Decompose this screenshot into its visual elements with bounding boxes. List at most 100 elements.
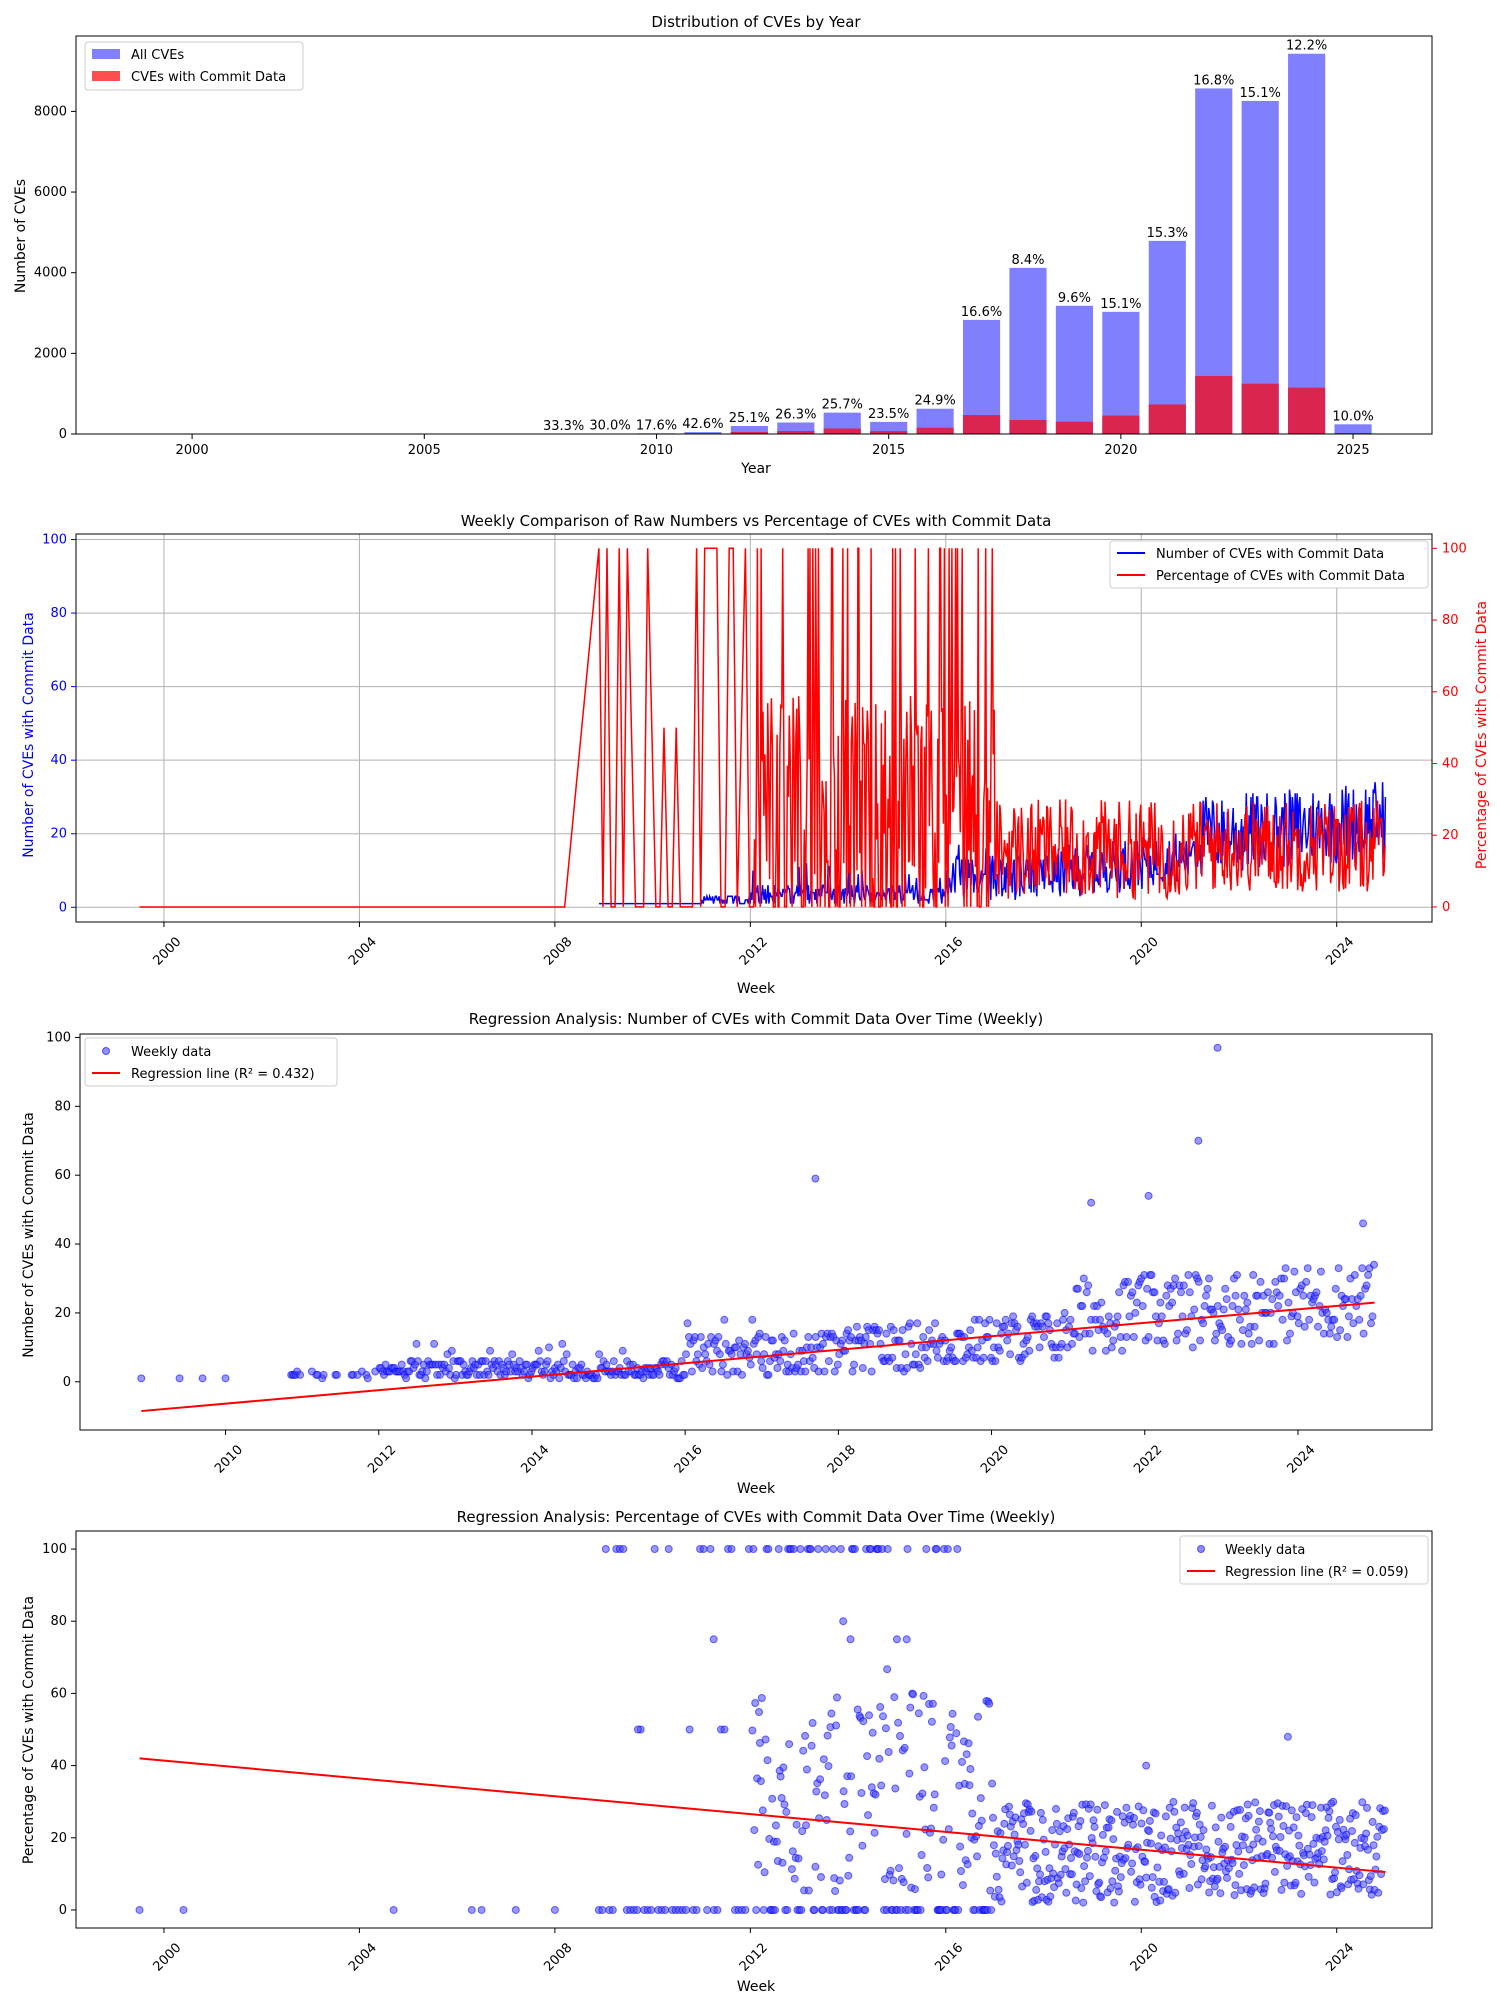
data-point bbox=[421, 1374, 430, 1383]
data-point bbox=[1168, 1298, 1177, 1307]
bar-commit-data bbox=[1102, 415, 1140, 434]
data-point bbox=[760, 1868, 769, 1877]
data-point bbox=[1362, 1281, 1371, 1290]
data-point bbox=[721, 1339, 730, 1348]
data-point bbox=[1370, 1260, 1378, 1269]
data-point bbox=[824, 1762, 833, 1771]
data-point bbox=[973, 1343, 982, 1352]
data-point bbox=[836, 1545, 845, 1553]
data-point bbox=[534, 1346, 543, 1355]
x-tick-label: 2008 bbox=[541, 935, 575, 969]
x-tick-label: 2000 bbox=[150, 935, 184, 969]
data-point bbox=[1127, 1867, 1136, 1876]
data-point bbox=[1338, 1857, 1347, 1866]
weekly-line-series bbox=[139, 547, 1387, 908]
data-point bbox=[1269, 1339, 1278, 1348]
y-tick-label-right: 60 bbox=[1442, 685, 1459, 700]
percent-regression-points bbox=[135, 1545, 1389, 1914]
data-point bbox=[1031, 1851, 1040, 1860]
x-tick-label: 2010 bbox=[640, 443, 673, 458]
data-point bbox=[989, 1813, 997, 1822]
data-point bbox=[994, 1885, 1003, 1894]
data-point bbox=[1116, 1873, 1125, 1882]
data-point bbox=[593, 1374, 602, 1383]
data-point bbox=[952, 1729, 961, 1738]
data-point bbox=[1367, 1319, 1375, 1328]
data-point bbox=[1213, 1043, 1222, 1052]
data-point bbox=[1278, 1315, 1287, 1324]
data-point bbox=[1305, 1850, 1314, 1859]
legend-swatch-all-cves bbox=[92, 49, 120, 59]
data-point bbox=[916, 1906, 925, 1914]
data-point bbox=[1274, 1812, 1283, 1821]
data-point bbox=[1156, 1298, 1165, 1307]
data-point bbox=[891, 1784, 900, 1793]
data-point bbox=[1343, 1333, 1352, 1341]
data-point bbox=[909, 1690, 918, 1699]
data-point bbox=[1348, 1827, 1356, 1835]
data-point bbox=[741, 1339, 749, 1348]
data-point bbox=[412, 1339, 421, 1348]
y-tick-label: 40 bbox=[54, 1237, 71, 1252]
data-point bbox=[992, 1319, 1001, 1328]
data-point bbox=[577, 1360, 586, 1369]
y-tick-label: 20 bbox=[50, 1831, 67, 1846]
data-point bbox=[1380, 1806, 1389, 1815]
data-point bbox=[919, 1691, 928, 1700]
legend-label-regression: Regression line (R² = 0.432) bbox=[131, 1067, 315, 1082]
data-point bbox=[1132, 1298, 1141, 1307]
data-point bbox=[558, 1339, 567, 1348]
data-point bbox=[1202, 1845, 1211, 1854]
data-point bbox=[1231, 1881, 1240, 1890]
data-point bbox=[1249, 1840, 1258, 1849]
weekly-line-ylabel-left: Number of CVEs with Commit Data bbox=[21, 612, 37, 858]
data-point bbox=[1164, 1885, 1173, 1893]
data-point bbox=[693, 1350, 702, 1359]
data-point bbox=[1249, 1271, 1258, 1279]
data-point bbox=[956, 1842, 965, 1851]
data-point bbox=[932, 1545, 941, 1553]
data-point bbox=[1101, 1847, 1110, 1856]
data-point bbox=[1312, 1288, 1321, 1297]
data-point bbox=[853, 1705, 862, 1714]
data-point bbox=[1196, 1336, 1205, 1345]
data-point bbox=[1355, 1871, 1364, 1880]
data-point bbox=[319, 1370, 328, 1379]
data-point bbox=[995, 1346, 1004, 1355]
weekly-line-xlabel: Week bbox=[737, 981, 776, 997]
data-point bbox=[706, 1545, 715, 1553]
data-point bbox=[1145, 1827, 1153, 1836]
data-point bbox=[1274, 1302, 1283, 1310]
data-point bbox=[598, 1906, 607, 1914]
data-point bbox=[757, 1357, 766, 1366]
data-point bbox=[1160, 1877, 1168, 1886]
data-point bbox=[1085, 1872, 1094, 1881]
data-point bbox=[1109, 1835, 1118, 1844]
data-point bbox=[647, 1906, 656, 1914]
data-point bbox=[735, 1336, 744, 1345]
data-point bbox=[808, 1353, 817, 1362]
data-point bbox=[1174, 1329, 1182, 1338]
data-point bbox=[555, 1374, 564, 1383]
data-point bbox=[1084, 1281, 1093, 1290]
data-point bbox=[1230, 1891, 1239, 1900]
data-point bbox=[179, 1905, 188, 1914]
count-regression-title: Regression Analysis: Number of CVEs with… bbox=[469, 1010, 1044, 1028]
data-point bbox=[1214, 1837, 1223, 1846]
data-point bbox=[1254, 1817, 1263, 1826]
data-point bbox=[1049, 1869, 1058, 1878]
data-point bbox=[833, 1360, 842, 1369]
data-point bbox=[811, 1862, 820, 1871]
data-point bbox=[988, 1779, 997, 1788]
data-point bbox=[1118, 1346, 1127, 1355]
percent-regression-xlabel: Week bbox=[737, 1979, 776, 1995]
data-point bbox=[871, 1790, 880, 1799]
data-point bbox=[977, 1816, 986, 1825]
y-tick-label: 2000 bbox=[34, 346, 67, 361]
data-point bbox=[974, 1712, 982, 1721]
data-point bbox=[930, 1790, 939, 1799]
data-point bbox=[1015, 1857, 1024, 1865]
x-tick-label: 2004 bbox=[346, 1941, 380, 1975]
data-point bbox=[865, 1711, 873, 1720]
